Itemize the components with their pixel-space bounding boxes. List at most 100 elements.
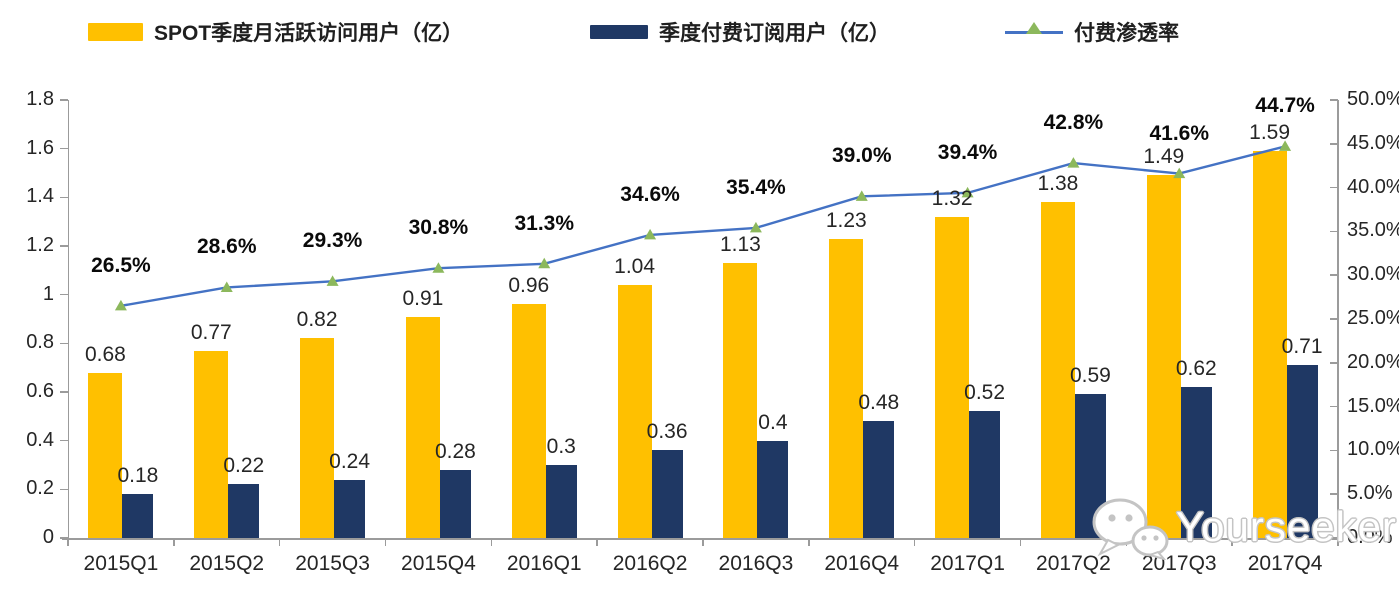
bar-mau bbox=[829, 238, 864, 538]
y-axis-left-tick bbox=[60, 391, 68, 393]
mau-value-label: 1.59 bbox=[1249, 121, 1291, 145]
x-axis-category-label: 2015Q3 bbox=[295, 552, 370, 575]
y-axis-left-tick bbox=[60, 196, 68, 199]
bar-mau bbox=[511, 304, 546, 538]
y-axis-right-tick bbox=[1330, 99, 1338, 101]
y-axis-left-tick bbox=[60, 439, 68, 442]
bar-mau bbox=[300, 338, 335, 538]
x-axis-category-label: 2015Q1 bbox=[83, 552, 159, 575]
y-axis-right-label: 40.0% bbox=[1347, 175, 1399, 198]
y-axis-left-label: 0.8 bbox=[26, 331, 54, 354]
subscribers-swatch-icon bbox=[590, 25, 648, 39]
y-axis-left-label: 0.4 bbox=[26, 428, 54, 451]
x-axis-category-label: 2017Q2 bbox=[1036, 552, 1111, 575]
y-axis-left-tick bbox=[60, 537, 68, 539]
bar-subscribers bbox=[651, 450, 683, 538]
y-axis-right-tick bbox=[1330, 449, 1338, 452]
bar-mau bbox=[405, 316, 440, 538]
y-axis-right-tick bbox=[1330, 186, 1338, 189]
mau-value-label: 0.77 bbox=[190, 320, 232, 344]
y-axis-left-label: 1.8 bbox=[26, 88, 54, 110]
bar-subscribers bbox=[863, 421, 895, 538]
subscribers-value-label: 0.48 bbox=[858, 391, 900, 415]
y-axis-left-tick bbox=[60, 342, 68, 345]
penetration-rate-label: 35.4% bbox=[726, 175, 786, 199]
subscribers-value-label: 0.4 bbox=[758, 410, 788, 434]
y-axis-left-tick bbox=[60, 488, 68, 491]
penetration-rate-label: 42.8% bbox=[1043, 111, 1104, 135]
x-axis-tick bbox=[702, 538, 704, 546]
penetration-rate-label: 26.5% bbox=[91, 253, 151, 277]
x-axis-tick bbox=[67, 538, 69, 546]
line-triangle-marker bbox=[114, 299, 127, 311]
subscribers-value-label: 0.22 bbox=[223, 454, 265, 478]
subscribers-value-label: 0.59 bbox=[1069, 364, 1111, 388]
subscribers-value-label: 0.3 bbox=[546, 435, 576, 458]
bar-mau bbox=[88, 372, 123, 538]
line-triangle-marker bbox=[220, 281, 233, 292]
x-axis-tick bbox=[808, 538, 810, 546]
mau-value-label: 0.82 bbox=[296, 308, 338, 332]
mau-swatch-icon bbox=[88, 23, 143, 41]
x-axis-tick bbox=[913, 538, 916, 546]
y-axis-right-tick bbox=[1330, 493, 1338, 495]
y-axis-right-label: 10.0% bbox=[1347, 438, 1399, 461]
line-triangle-marker bbox=[644, 228, 657, 240]
x-axis-category-label: 2016Q1 bbox=[506, 552, 582, 575]
y-axis-right-label: 0.0% bbox=[1347, 526, 1393, 548]
mau-value-label: 0.96 bbox=[508, 274, 550, 298]
y-axis-left-label: 0 bbox=[42, 526, 54, 548]
bar-subscribers bbox=[122, 494, 154, 538]
x-axis-tick bbox=[1019, 538, 1022, 546]
y-axis-left-tick bbox=[60, 245, 68, 247]
bar-mau bbox=[723, 263, 758, 538]
mau-value-label: 1.32 bbox=[931, 186, 973, 210]
line-triangle-marker bbox=[1067, 157, 1080, 168]
y-axis-left-label: 1.4 bbox=[26, 185, 54, 208]
legend-item-subscribers: 季度付费订阅用户（亿） bbox=[590, 16, 890, 48]
subscribers-value-label: 0.71 bbox=[1281, 335, 1323, 359]
bar-subscribers bbox=[228, 484, 260, 538]
mau-value-label: 1.13 bbox=[719, 233, 761, 257]
x-axis-category-label: 2016Q3 bbox=[718, 552, 794, 575]
penetration-rate-label: 39.0% bbox=[831, 144, 892, 168]
wechat-icon bbox=[1092, 498, 1169, 560]
mau-value-label: 1.23 bbox=[825, 208, 867, 232]
bar-subscribers bbox=[969, 411, 1001, 538]
x-axis-tick bbox=[490, 538, 493, 546]
y-axis-right-tick bbox=[1330, 230, 1338, 233]
y-axis-left-tick bbox=[60, 293, 68, 296]
legend-label-penetration: 付费渗透率 bbox=[1074, 22, 1179, 45]
subscribers-value-label: 0.62 bbox=[1175, 357, 1217, 381]
y-axis-right-label: 45.0% bbox=[1347, 131, 1399, 154]
y-axis-right-label: 15.0% bbox=[1347, 394, 1399, 417]
x-axis-tick bbox=[1231, 538, 1233, 546]
subscribers-value-label: 0.28 bbox=[434, 439, 476, 463]
y-axis-left-tick bbox=[60, 99, 68, 101]
x-axis-category-label: 2015Q4 bbox=[401, 552, 476, 575]
x-axis-tick bbox=[1337, 538, 1339, 546]
watermark: Yourseeker bbox=[1088, 496, 1397, 560]
line-triangle-marker bbox=[749, 221, 762, 233]
y-axis-right-label: 30.0% bbox=[1347, 263, 1399, 286]
x-axis-tick bbox=[173, 538, 175, 546]
penetration-rate-label: 44.7% bbox=[1255, 94, 1315, 118]
y-axis-right-label: 35.0% bbox=[1347, 219, 1399, 242]
penetration-rate-label: 39.4% bbox=[937, 140, 998, 164]
x-axis-line bbox=[62, 538, 1339, 540]
bar-subscribers bbox=[334, 479, 366, 538]
y-axis-right-tick bbox=[1330, 318, 1338, 320]
line-triangle-marker bbox=[432, 262, 445, 273]
penetration-rate-label: 28.6% bbox=[196, 235, 257, 259]
x-axis-category-label: 2017Q1 bbox=[930, 552, 1005, 575]
x-axis-category-label: 2017Q4 bbox=[1247, 552, 1323, 575]
line-triangle-marker bbox=[538, 257, 551, 269]
y-axis-left-label: 0.2 bbox=[26, 477, 54, 500]
y-axis-right-tick bbox=[1330, 405, 1338, 408]
legend-label-subscribers: 季度付费订阅用户（亿） bbox=[659, 22, 890, 45]
bar-mau bbox=[194, 350, 229, 538]
triangle-marker-icon bbox=[1026, 21, 1042, 34]
bar-subscribers bbox=[757, 440, 789, 538]
mau-value-label: 0.68 bbox=[84, 342, 126, 366]
